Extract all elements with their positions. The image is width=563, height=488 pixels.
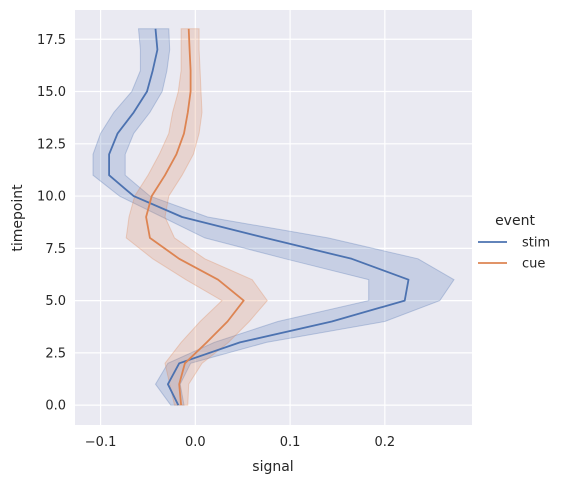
ci-band-stim	[92, 28, 455, 406]
y-tick-labels: 0.0 2.5 5.0 7.5 10.0 12.5 15.0 17.5	[37, 33, 66, 414]
y-tick-label: 2.5	[45, 346, 66, 361]
x-tick-label: −0.1	[85, 435, 117, 450]
legend-items: stim cue	[478, 236, 550, 272]
grid	[75, 10, 472, 425]
legend-title: event	[495, 213, 535, 229]
x-tick-label: 0.2	[374, 435, 395, 450]
y-tick-label: 15.0	[37, 85, 66, 100]
x-axis-label: signal	[252, 459, 293, 475]
plot-background	[75, 10, 472, 425]
y-tick-label: 12.5	[37, 137, 66, 152]
y-axis-label: timepoint	[10, 184, 26, 252]
legend-label-stim: stim	[522, 236, 550, 251]
ci-band-cue	[125, 28, 268, 406]
y-tick-label: 5.0	[45, 294, 66, 309]
x-tick-labels: −0.1 0.0 0.1 0.2	[85, 435, 395, 450]
y-tick-label: 10.0	[37, 190, 66, 205]
x-tick-label: 0.0	[185, 435, 206, 450]
y-tick-label: 17.5	[37, 33, 66, 48]
y-tick-label: 7.5	[45, 242, 66, 257]
y-tick-label: 0.0	[45, 399, 66, 414]
series-line-stim	[108, 28, 410, 406]
series-lines	[108, 28, 410, 406]
series-line-cue	[145, 28, 245, 406]
legend-label-cue: cue	[522, 257, 545, 272]
x-tick-label: 0.1	[280, 435, 301, 450]
legend: event stim cue	[478, 213, 550, 272]
confidence-bands	[92, 28, 455, 406]
